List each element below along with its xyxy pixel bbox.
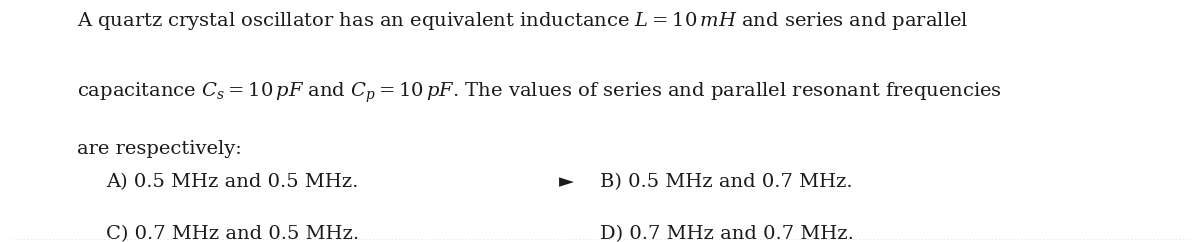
Text: D) 0.7 MHz and 0.7 MHz.: D) 0.7 MHz and 0.7 MHz. (600, 225, 854, 242)
Text: B) 0.5 MHz and 0.7 MHz.: B) 0.5 MHz and 0.7 MHz. (600, 173, 853, 191)
Text: are respectively:: are respectively: (77, 140, 241, 158)
Text: capacitance $C_s = 10\,pF$ and $C_p = 10\,pF$. The values of series and parallel: capacitance $C_s = 10\,pF$ and $C_p = 10… (77, 81, 1002, 105)
Text: ►: ► (559, 173, 574, 191)
Text: C) 0.7 MHz and 0.5 MHz.: C) 0.7 MHz and 0.5 MHz. (106, 225, 359, 242)
Text: A quartz crystal oscillator has an equivalent inductance $L = 10\,mH$ and series: A quartz crystal oscillator has an equiv… (77, 9, 968, 31)
Text: A) 0.5 MHz and 0.5 MHz.: A) 0.5 MHz and 0.5 MHz. (106, 173, 359, 191)
